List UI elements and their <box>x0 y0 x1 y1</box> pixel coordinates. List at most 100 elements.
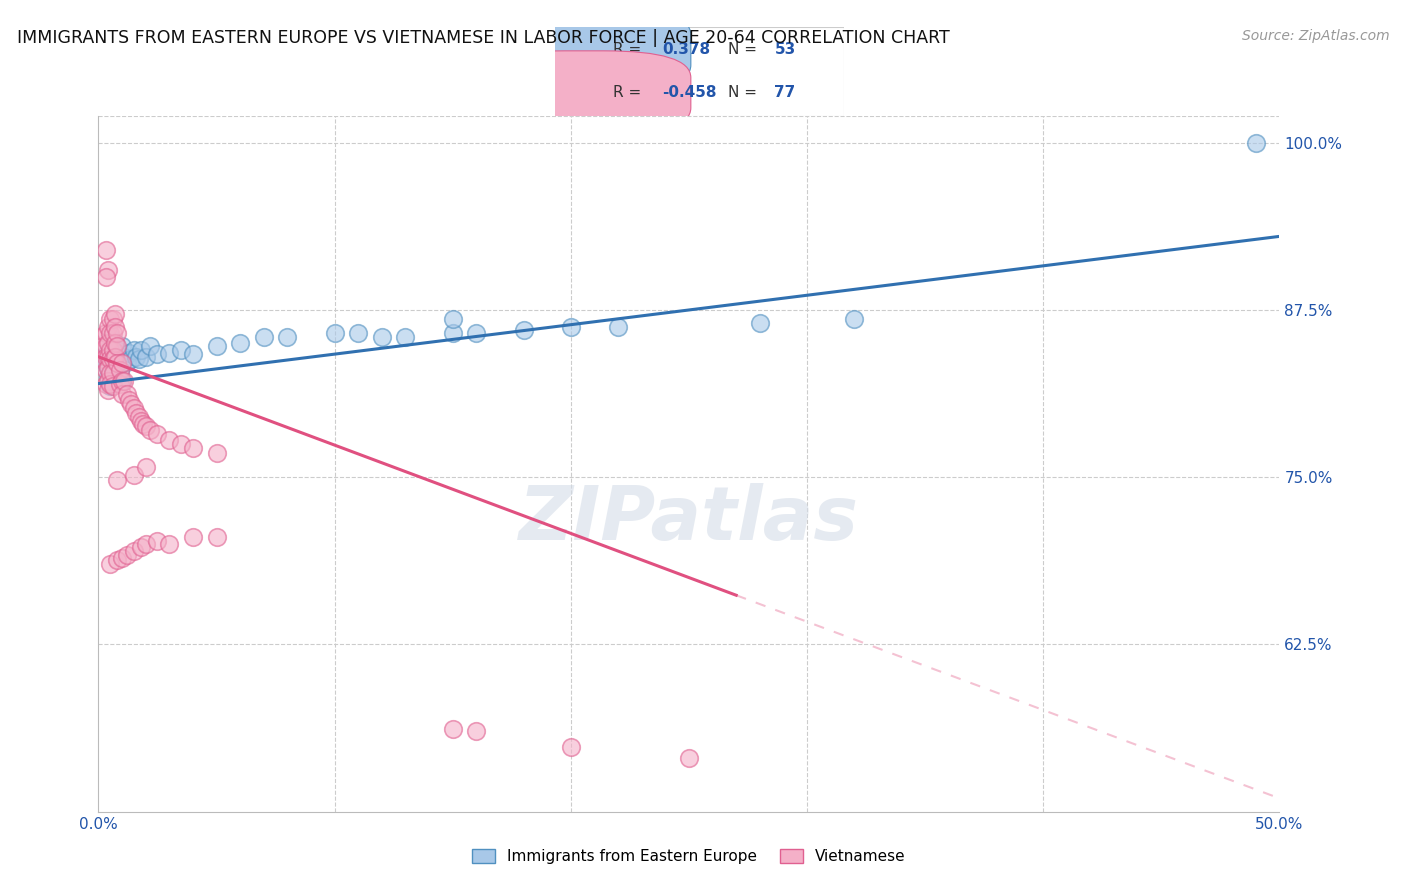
Point <box>371 330 394 344</box>
Point <box>104 336 127 351</box>
FancyBboxPatch shape <box>555 27 844 116</box>
Point <box>115 548 138 562</box>
Point <box>394 330 416 344</box>
Point <box>105 553 128 567</box>
Point <box>253 330 276 344</box>
Point <box>276 330 298 344</box>
Text: 77: 77 <box>775 86 796 100</box>
Point <box>101 379 124 393</box>
Point <box>125 350 148 364</box>
Point <box>111 374 134 388</box>
Text: 0.378: 0.378 <box>662 43 710 57</box>
Point <box>105 473 128 487</box>
Point <box>97 320 120 334</box>
Point <box>98 343 121 358</box>
Point <box>125 406 148 420</box>
Point <box>115 355 138 369</box>
Point <box>98 352 121 367</box>
Point <box>111 550 134 565</box>
Point <box>97 343 120 358</box>
Point <box>105 357 128 371</box>
Point <box>111 339 134 353</box>
Point <box>560 740 582 755</box>
Point <box>104 307 127 321</box>
Point <box>128 410 150 425</box>
Text: -0.458: -0.458 <box>662 86 717 100</box>
Point <box>121 396 143 410</box>
Point <box>91 352 114 367</box>
Point <box>94 326 117 340</box>
Point <box>512 323 534 337</box>
Point <box>441 326 464 340</box>
Point <box>101 366 124 380</box>
Point <box>101 343 124 358</box>
Point <box>94 339 117 353</box>
Point <box>104 336 127 351</box>
FancyBboxPatch shape <box>478 51 690 135</box>
Point <box>441 312 464 326</box>
Point <box>129 343 152 358</box>
Point <box>129 540 152 554</box>
Point <box>121 352 143 367</box>
Point <box>105 339 128 353</box>
Point <box>91 350 114 364</box>
Point <box>98 557 121 572</box>
Point <box>139 424 162 438</box>
Point <box>181 531 204 545</box>
Point <box>170 437 193 451</box>
FancyBboxPatch shape <box>478 8 690 92</box>
Point <box>98 366 121 380</box>
Point <box>98 326 121 340</box>
Point <box>129 414 152 428</box>
Point <box>101 326 124 340</box>
Point <box>560 320 582 334</box>
Point <box>122 343 145 358</box>
Point <box>91 339 114 353</box>
Point <box>132 417 155 431</box>
Point <box>678 751 700 765</box>
Point <box>111 357 134 371</box>
Point <box>94 350 117 364</box>
Point <box>748 317 770 331</box>
Point <box>118 346 141 360</box>
Point <box>122 467 145 482</box>
Point <box>128 352 150 367</box>
Point <box>347 326 370 340</box>
Point <box>98 366 121 380</box>
Point <box>98 379 121 393</box>
Text: N =: N = <box>728 86 758 100</box>
Point <box>112 374 135 388</box>
Point <box>97 370 120 384</box>
Point <box>181 347 204 361</box>
Point <box>157 346 180 360</box>
Text: IMMIGRANTS FROM EASTERN EUROPE VS VIETNAMESE IN LABOR FORCE | AGE 20-64 CORRELAT: IMMIGRANTS FROM EASTERN EUROPE VS VIETNA… <box>17 29 949 46</box>
Point <box>108 363 131 377</box>
Point <box>465 724 488 739</box>
Point <box>94 376 117 391</box>
Point <box>205 339 228 353</box>
Point <box>97 336 120 351</box>
Point <box>101 312 124 326</box>
Point <box>108 347 131 361</box>
Point <box>98 350 121 364</box>
Point <box>97 360 120 375</box>
Point <box>97 350 120 364</box>
Point <box>181 441 204 455</box>
Text: R =: R = <box>613 43 641 57</box>
Point <box>105 343 128 358</box>
Point <box>139 339 162 353</box>
Point <box>105 357 128 371</box>
Point <box>146 534 169 549</box>
Point <box>101 352 124 367</box>
Point <box>323 326 346 340</box>
Point <box>115 387 138 401</box>
Text: N =: N = <box>728 43 758 57</box>
Point <box>135 419 157 434</box>
Point <box>104 363 127 377</box>
Point <box>97 263 120 277</box>
Point <box>118 392 141 407</box>
Point <box>97 384 120 398</box>
Point <box>122 544 145 558</box>
Point <box>94 269 117 284</box>
Point <box>205 531 228 545</box>
